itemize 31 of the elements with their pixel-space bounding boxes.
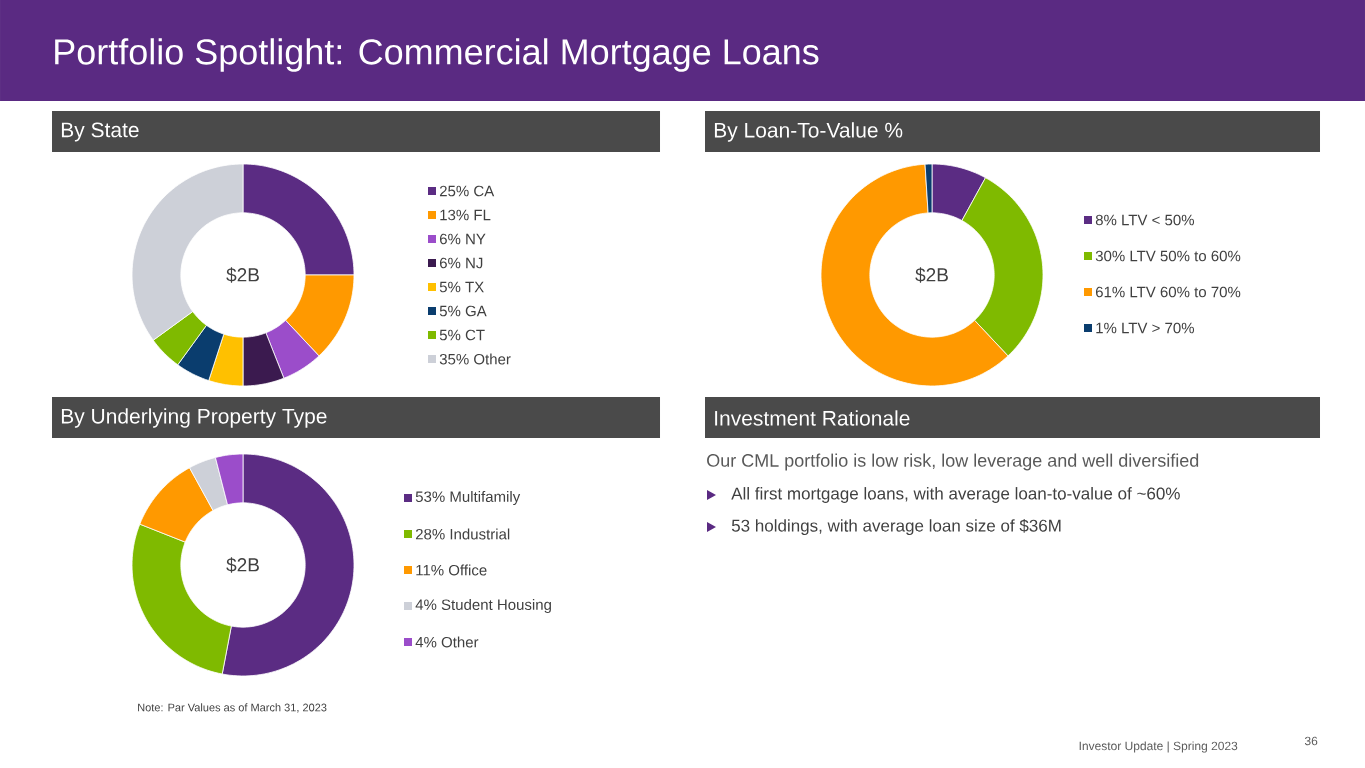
legend-label: 5% CT: [439, 329, 485, 341]
legend-label: 4% Other: [415, 636, 479, 648]
legend-label: 11% Office: [416, 564, 487, 576]
text: Our CML portfolio is low risk, low leverage and well diversified: [707, 453, 1199, 471]
legend-label: 5% TX: [439, 281, 484, 293]
text: Note: Par Values as of March 31, 2023: [138, 703, 327, 713]
legend-label: 4% Student Housing: [415, 599, 551, 613]
chart-title: By Underlying Property Type: [61, 408, 327, 428]
legend-label: 6% NY: [439, 233, 486, 245]
text: All first mortgage loans, with average loan-to-value of ~60%: [731, 487, 1180, 503]
chart-title: By State: [61, 122, 139, 142]
text: Investment Rationale: [715, 410, 910, 426]
legend-label: 61% LTV 60% to 70%: [1095, 286, 1241, 298]
legend-label: 6% NJ: [439, 257, 483, 269]
text: 53 holdings, with average loan size of $36M: [731, 518, 1061, 536]
legend-label: 1% LTV > 70%: [1096, 322, 1195, 334]
legend-label: 5% GA: [439, 305, 487, 317]
text: Portfolio Spotlight: Commercial Mortgage Loans: [55, 38, 819, 72]
legend-label: 35% Other: [439, 353, 511, 365]
text: $2B: [226, 267, 259, 283]
text: $2B: [226, 557, 259, 573]
legend-label: 8% LTV < 50%: [1095, 214, 1195, 226]
legend-label: 13% FL: [440, 209, 491, 221]
text: 36: [1304, 736, 1318, 746]
text: Investor Update | Spring 2023: [1079, 741, 1238, 753]
legend-label: 53% Multifamily: [415, 491, 521, 505]
legend-label: 25% CA: [439, 185, 495, 197]
text: $2B: [915, 267, 948, 283]
chart-title: By Loan-To-Value %: [714, 122, 903, 142]
legend-label: 30% LTV 50% to 60%: [1095, 250, 1241, 262]
legend-label: 28% Industrial: [415, 528, 510, 540]
